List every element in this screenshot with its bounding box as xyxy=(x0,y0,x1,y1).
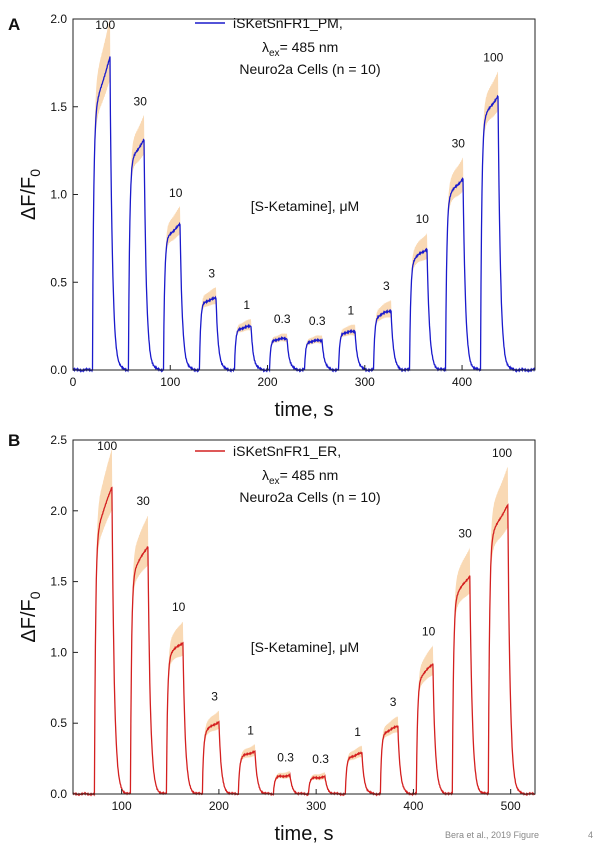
y-tick-label: 0.5 xyxy=(50,275,67,289)
x-tick-label: 0 xyxy=(70,375,77,389)
concentration-annotation: [S-Ketamine], μM xyxy=(251,198,359,214)
pulse-label-8: 3 xyxy=(383,279,390,293)
y-tick-label: 0.0 xyxy=(50,787,67,801)
pulse-label-11: 100 xyxy=(492,446,512,460)
lambda-subscript: ex xyxy=(269,48,280,59)
legend-label: iSKetSnFR1_ER, xyxy=(233,443,341,459)
pulse-label-10: 30 xyxy=(452,137,466,151)
pulse-label-9: 10 xyxy=(422,624,436,638)
x-tick-label: 100 xyxy=(112,799,132,813)
x-tick-label: 200 xyxy=(258,375,278,389)
pulse-label-4: 1 xyxy=(247,723,254,737)
x-tick-label: 100 xyxy=(160,375,180,389)
cells-annotation: Neuro2a Cells (n = 10) xyxy=(239,61,380,77)
x-tick-label: 300 xyxy=(355,375,375,389)
lambda-symbol: λ xyxy=(262,39,269,55)
pulse-label-0: 100 xyxy=(95,18,115,32)
x-axis-label: time, s xyxy=(275,823,334,845)
y-tick-label: 0.0 xyxy=(50,363,67,377)
cells-annotation: Neuro2a Cells (n = 10) xyxy=(239,489,380,505)
pulse-label-11: 100 xyxy=(483,51,503,65)
pulse-label-6: 0.3 xyxy=(309,314,326,328)
plot-frame xyxy=(72,439,536,795)
pulse-label-2: 10 xyxy=(169,186,183,200)
y-tick-label: 1.0 xyxy=(50,188,67,202)
pulse-label-3: 3 xyxy=(211,689,218,703)
pulse-label-7: 1 xyxy=(354,725,361,739)
legend-label: iSKetSnFR1_PM, xyxy=(233,15,343,31)
lambda-value: = 485 nm xyxy=(280,39,339,55)
y-tick-label: 2.0 xyxy=(50,12,67,26)
panel-label: B xyxy=(8,431,20,450)
y-tick-label: 1.0 xyxy=(50,645,67,659)
x-tick-label: 500 xyxy=(501,799,521,813)
pulse-label-2: 10 xyxy=(172,600,186,614)
page-number: 4 xyxy=(588,830,594,840)
x-axis-label: time, s xyxy=(275,399,334,421)
citation-footer: Bera et al., 2019 Figure xyxy=(445,830,540,840)
y-axis-label: ΔF/F0 xyxy=(18,591,43,642)
pulse-label-8: 3 xyxy=(390,695,397,709)
pulse-label-3: 3 xyxy=(208,267,215,281)
pulse-label-1: 30 xyxy=(134,95,148,109)
excitation-annotation: λex= 485 nm xyxy=(262,39,338,59)
series-line xyxy=(72,486,536,797)
y-axis-label-sub: 0 xyxy=(27,169,43,177)
y-tick-label: 0.5 xyxy=(50,716,67,730)
pulse-label-9: 10 xyxy=(416,212,430,226)
y-axis-label-main: ΔF/F xyxy=(18,177,40,220)
y-axis-label-main: ΔF/F xyxy=(18,599,40,642)
pulse-label-6: 0.3 xyxy=(312,752,329,766)
concentration-annotation: [S-Ketamine], μM xyxy=(251,639,359,655)
pulse-label-7: 1 xyxy=(347,303,354,317)
y-axis-label-sub: 0 xyxy=(27,591,43,599)
x-tick-label: 400 xyxy=(403,799,423,813)
x-tick-label: 300 xyxy=(306,799,326,813)
y-tick-label: 1.5 xyxy=(50,100,67,114)
panel-label: A xyxy=(8,15,20,34)
pulse-label-5: 0.3 xyxy=(277,750,294,764)
x-tick-label: 400 xyxy=(452,375,472,389)
excitation-annotation: λex= 485 nm xyxy=(262,467,338,487)
pulse-label-1: 30 xyxy=(136,494,150,508)
y-axis-label: ΔF/F0 xyxy=(18,169,43,220)
pulse-label-0: 100 xyxy=(97,439,117,453)
pulse-label-4: 1 xyxy=(243,298,250,312)
y-tick-label: 2.0 xyxy=(50,504,67,518)
pulse-label-5: 0.3 xyxy=(274,312,291,326)
lambda-value: = 485 nm xyxy=(280,467,339,483)
lambda-subscript: ex xyxy=(269,476,280,487)
y-tick-label: 2.5 xyxy=(50,433,67,447)
lambda-symbol: λ xyxy=(262,467,269,483)
y-tick-label: 1.5 xyxy=(50,575,67,589)
x-tick-label: 200 xyxy=(209,799,229,813)
pulse-label-10: 30 xyxy=(458,527,472,541)
